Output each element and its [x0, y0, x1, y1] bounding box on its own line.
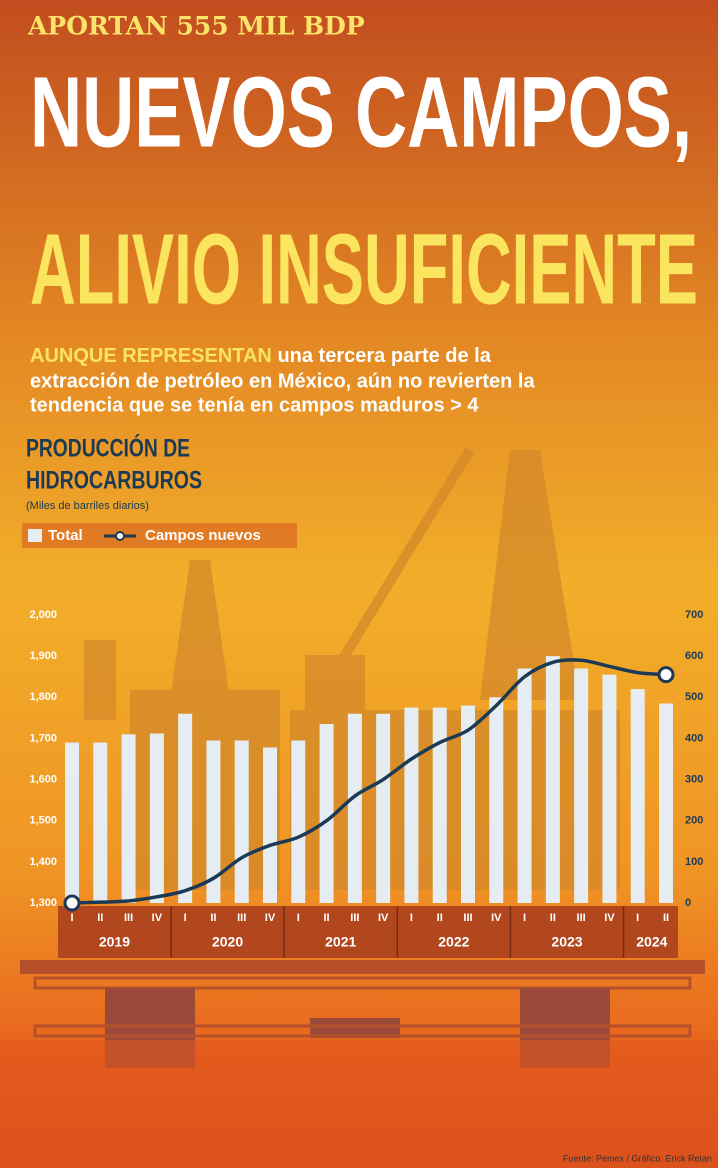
bar — [602, 675, 616, 903]
x-tick-label: I — [410, 912, 413, 924]
bar — [93, 743, 107, 903]
bar — [631, 689, 645, 903]
bar — [489, 697, 503, 903]
title-line: ALIVIO INSUFICIENTE — [30, 213, 698, 325]
subtitle-line: tendencia que se tenía en campos maduros… — [30, 394, 479, 416]
x-tick-label: III — [237, 912, 246, 924]
bar — [235, 740, 249, 903]
y2-tick-label: 100 — [685, 856, 703, 868]
y-tick-label: 2,000 — [29, 609, 57, 621]
bar — [518, 668, 532, 903]
x-tick-label: III — [577, 912, 586, 924]
line-endpoint — [659, 668, 673, 682]
year-label: 2022 — [438, 934, 469, 950]
chart-units: (Miles de barriles diarios) — [26, 500, 149, 512]
legend-label: Total — [48, 527, 83, 544]
bar — [178, 714, 192, 903]
x-tick-label: II — [437, 912, 443, 924]
legend-swatch — [28, 529, 42, 542]
bar — [263, 747, 277, 903]
y-tick-label: 1,600 — [29, 773, 57, 785]
bar — [546, 656, 560, 903]
x-tick-label: I — [523, 912, 526, 924]
subtitle: AUNQUE REPRESENTAN una tercera parte de … — [30, 345, 492, 367]
y-tick-label: 1,500 — [29, 815, 57, 827]
chart-title: PRODUCCIÓN DE — [26, 433, 190, 463]
x-tick-label: IV — [378, 912, 389, 924]
x-tick-label: II — [210, 912, 216, 924]
bar — [122, 734, 136, 903]
bar — [320, 724, 334, 903]
bar — [291, 740, 305, 903]
x-tick-label: I — [184, 912, 187, 924]
subtitle-line: extracción de petróleo en México, aún no… — [30, 370, 535, 392]
y2-tick-label: 700 — [685, 609, 703, 621]
year-label: 2021 — [325, 934, 356, 950]
x-tick-label: I — [297, 912, 300, 924]
y-tick-label: 1,700 — [29, 732, 57, 744]
bar — [376, 714, 390, 903]
x-tick-label: IV — [491, 912, 502, 924]
y2-tick-label: 500 — [685, 691, 703, 703]
x-tick-label: II — [663, 912, 669, 924]
y2-tick-label: 0 — [685, 897, 691, 909]
kicker: APORTAN 555 MIL BDP — [27, 12, 365, 41]
bar — [433, 708, 447, 903]
y2-tick-label: 200 — [685, 815, 703, 827]
x-tick-label: IV — [265, 912, 276, 924]
bar — [150, 733, 164, 903]
x-tick-label: III — [350, 912, 359, 924]
x-tick-label: I — [70, 912, 73, 924]
bar — [65, 743, 79, 903]
x-tick-label: IV — [152, 912, 163, 924]
infographic: APORTAN 555 MIL BDP NUEVOS CAMPOS, ALIVI… — [0, 0, 718, 1168]
legend-label: Campos nuevos — [145, 527, 261, 544]
bar — [404, 708, 418, 903]
title-line: NUEVOS CAMPOS, — [30, 56, 692, 168]
subtitle-line: una tercera parte de la — [277, 345, 491, 367]
x-tick-label: II — [97, 912, 103, 924]
line-endpoint — [65, 896, 79, 910]
chart-title: HIDROCARBUROS — [26, 467, 202, 495]
year-label: 2023 — [551, 934, 582, 950]
x-tick-label: I — [636, 912, 639, 924]
y-tick-label: 1,900 — [29, 650, 57, 662]
bar — [461, 706, 475, 903]
bar — [348, 714, 362, 903]
x-tick-label: III — [124, 912, 133, 924]
y-tick-label: 1,800 — [29, 691, 57, 703]
y2-tick-label: 600 — [685, 650, 703, 662]
page: APORTAN 555 MIL BDP NUEVOS CAMPOS, ALIVI… — [0, 0, 718, 1168]
bar — [574, 668, 588, 903]
bar — [659, 703, 673, 903]
year-label: 2019 — [99, 934, 130, 950]
x-tick-label: IV — [604, 912, 615, 924]
legend-marker — [116, 532, 124, 540]
year-label: 2020 — [212, 934, 243, 950]
y-tick-label: 1,300 — [29, 897, 57, 909]
x-tick-label: II — [324, 912, 330, 924]
y-tick-label: 1,400 — [29, 856, 57, 868]
x-tick-label: III — [463, 912, 472, 924]
footer: Fuente: Pemex / Gráfico: Erick Retan — [563, 1153, 712, 1163]
y2-tick-label: 400 — [685, 732, 703, 744]
subtitle-lead: AUNQUE REPRESENTAN — [30, 345, 272, 367]
x-tick-label: II — [550, 912, 556, 924]
year-label: 2024 — [636, 934, 667, 950]
y2-tick-label: 300 — [685, 773, 703, 785]
